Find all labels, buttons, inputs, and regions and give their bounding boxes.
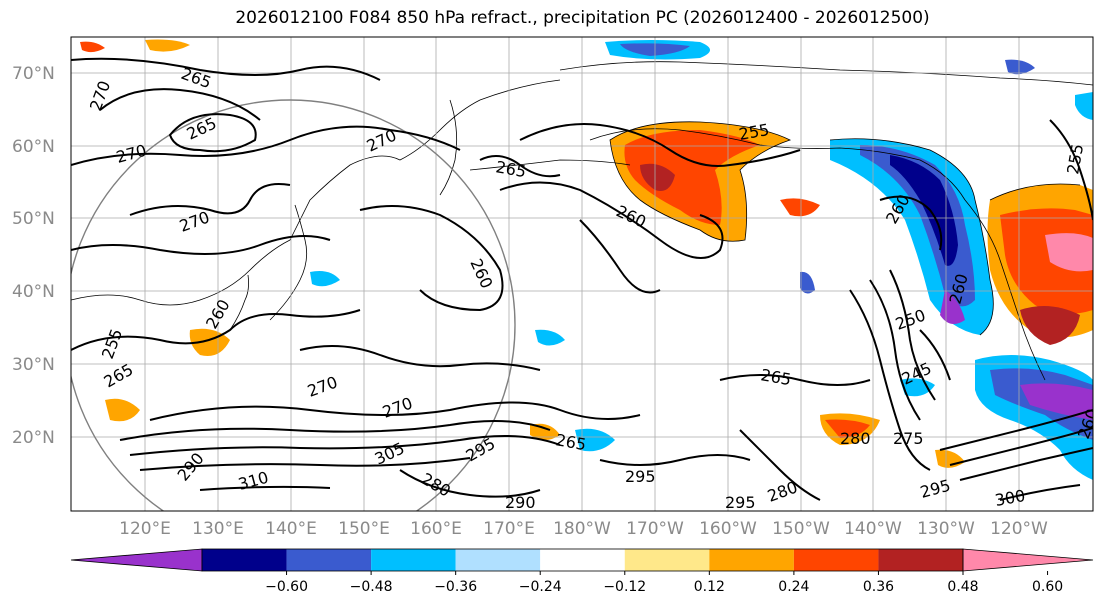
precip-patch-13 [1005, 59, 1035, 75]
gridlines [71, 37, 1093, 511]
colorbar-segment [878, 549, 963, 571]
lat-label: 30°N [12, 355, 55, 375]
lat-label: 20°N [12, 428, 55, 448]
coastline-korea [229, 274, 249, 331]
colorbar-extend-high [962, 548, 1094, 572]
precip-purple-se [1020, 383, 1093, 420]
precip-patch-15 [800, 271, 815, 294]
colorbar-segment [455, 549, 541, 571]
latitude-labels: 70°N 60°N 50°N 40°N 30°N 20°N [12, 64, 55, 448]
lon-label: 130°W [917, 519, 975, 539]
coastline-arctic [559, 61, 1093, 86]
lon-label: 180°W [553, 519, 611, 539]
contour-label: 295 [625, 467, 656, 486]
colorbar-segment [709, 549, 794, 571]
lon-label: 150°W [772, 519, 830, 539]
lat-label: 70°N [12, 64, 55, 84]
colorbar-tick-label: −0.24 [519, 579, 562, 595]
lon-label: 170°E [483, 519, 535, 539]
lon-label: 120°E [119, 519, 171, 539]
colorbar-extend-low [70, 548, 203, 572]
precip-core-gulf [640, 163, 675, 191]
contour-label: 290 [505, 493, 536, 512]
coastline-na-west [964, 199, 1046, 381]
lat-label: 60°N [12, 137, 55, 157]
colorbar-segment [286, 549, 372, 571]
precip-patch-12 [145, 39, 190, 52]
colorbar: −0.60 −0.48 −0.36 −0.24 −0.12 0.12 0.24 0.36 0.4… [70, 548, 1094, 595]
precip-patch-14 [80, 41, 105, 53]
precip-patch-8 [575, 428, 615, 452]
precip-darkred-east [1020, 306, 1080, 345]
contour-label: 295 [725, 493, 756, 512]
longitude-labels: 120°E 130°E 140°E 150°E 160°E 170°E 180°… [119, 519, 1048, 539]
coastline-aleutians [469, 159, 631, 171]
coastline-japan [269, 204, 308, 321]
lon-label: 160°W [699, 519, 757, 539]
lon-label: 130°E [192, 519, 244, 539]
precip-patch-1 [780, 198, 820, 217]
colorbar-tick-label: −0.12 [603, 579, 646, 595]
colorbar-tick-label: −0.60 [265, 579, 308, 595]
precip-patch-9 [535, 329, 565, 346]
lat-label: 50°N [12, 209, 55, 229]
colorbar-segment [540, 549, 625, 571]
contour-label: 280 [840, 429, 871, 448]
colorbar-tick-label: 0.48 [947, 579, 978, 595]
lon-label: 150°E [338, 519, 390, 539]
range-circle [71, 99, 516, 511]
plot-title: 2026012100 F084 850 hPa refract., precip… [235, 8, 930, 28]
colorbar-tick-label: 0.60 [1032, 579, 1063, 595]
precip-patch-6 [105, 398, 140, 422]
colorbar-tick-label: 0.36 [863, 579, 894, 595]
precip-strong-gulf [624, 130, 760, 225]
refractivity-contours [71, 57, 1093, 501]
lon-label: 160°E [410, 519, 462, 539]
colorbar-segment [371, 549, 456, 571]
colorbar-tick-label: −0.48 [350, 579, 393, 595]
colorbar-segment [624, 549, 710, 571]
precip-patch-16 [1075, 92, 1093, 120]
colorbar-tick-label: −0.36 [434, 579, 477, 595]
lon-label: 140°W [844, 519, 902, 539]
lon-label: 140°E [265, 519, 317, 539]
lat-label: 40°N [12, 282, 55, 302]
precip-patch-4 [530, 423, 560, 440]
lon-label: 170°W [626, 519, 684, 539]
colorbar-tick-label: 0.12 [694, 579, 725, 595]
coastline-kamchatka [439, 99, 458, 196]
colorbar-tick-label: 0.24 [778, 579, 809, 595]
coastlines [71, 61, 1093, 381]
precip-outline-contours [609, 121, 1081, 336]
colorbar-frame [201, 548, 964, 572]
coastline-alaska [589, 128, 966, 201]
colorbar-segment [793, 549, 879, 571]
coastline-asia [71, 79, 561, 306]
lon-label: 120°W [990, 519, 1048, 539]
colorbar-segment [202, 549, 287, 571]
precip-pink-east [1045, 233, 1093, 272]
precip-patch-7 [900, 378, 935, 397]
precip-patch-10 [310, 271, 340, 287]
contour-label: 275 [893, 429, 924, 448]
precip-patch-3 [825, 419, 870, 438]
map-frame [70, 36, 1094, 512]
